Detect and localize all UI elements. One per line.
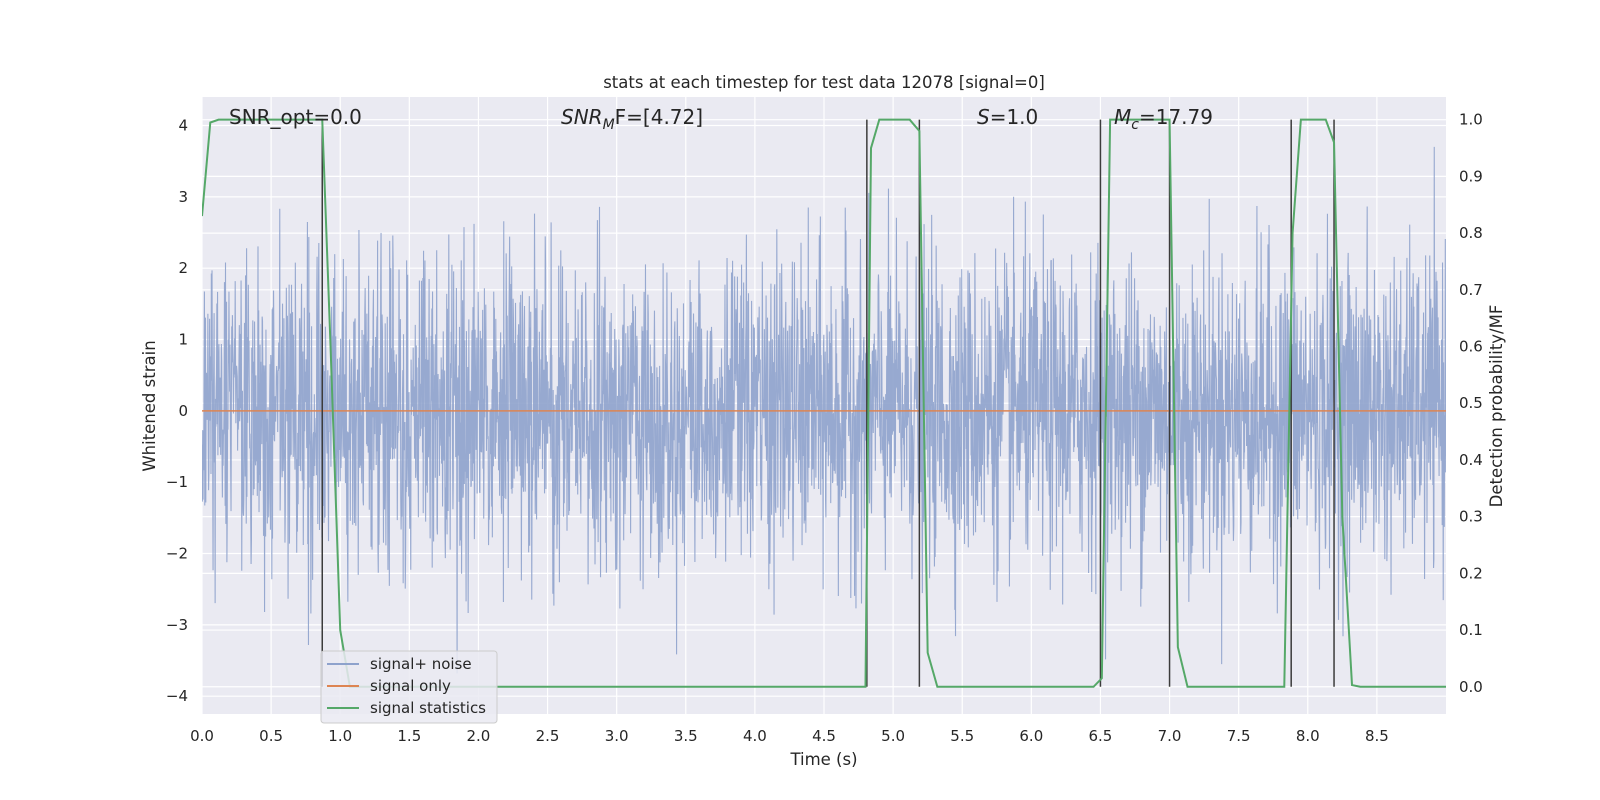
- annotation-snr-opt: SNR_opt=0.0: [229, 105, 362, 129]
- x-tick-label: 5.5: [950, 727, 974, 745]
- x-tick-label: 7.0: [1158, 727, 1182, 745]
- statistics-series: [202, 118, 1446, 688]
- y2-tick-label: 0.3: [1459, 508, 1483, 526]
- x-tick-label: 8.0: [1296, 727, 1320, 745]
- annotation-mc: Mc=17.79: [1114, 105, 1213, 133]
- snr-mf-main: SNR: [561, 105, 603, 129]
- y2-tick-label: 0.2: [1459, 564, 1483, 582]
- legend-label-signal-statistics: signal statistics: [370, 699, 486, 717]
- mc-rest: =17.79: [1139, 105, 1213, 129]
- x-tick-label: 0.0: [190, 727, 214, 745]
- y2-tick-label: 0.0: [1459, 678, 1483, 696]
- y-tick-label: −3: [166, 616, 188, 634]
- y2-tick-label: 0.9: [1459, 167, 1483, 185]
- x-tick-label: 3.0: [605, 727, 629, 745]
- legend-item-signal-only: signal only: [327, 677, 451, 695]
- snr-mf-rest: F=[4.72]: [615, 105, 703, 129]
- x-tick-label: 6.0: [1019, 727, 1043, 745]
- y2-tick-label: 0.4: [1459, 451, 1483, 469]
- x-axis-title: Time (s): [789, 750, 857, 769]
- x-tick-label: 6.5: [1089, 727, 1113, 745]
- legend-item-signal-noise: signal+ noise: [327, 655, 472, 673]
- series-line-signal-statistics: [202, 118, 1446, 688]
- y2-tick-label: 0.5: [1459, 394, 1483, 412]
- x-tick-labels: 0.0 0.5 1.0 1.5 2.0 2.5 3.0 3.5 4.0 4.5 5.0 5.5 6.0 6…: [190, 727, 1389, 745]
- mc-sub: c: [1131, 117, 1139, 133]
- x-tick-label: 2.5: [536, 727, 560, 745]
- legend: signal+ noise signal only signal statist…: [320, 650, 498, 724]
- y-tick-label: 3: [178, 188, 188, 206]
- y2-tick-label: 1.0: [1459, 111, 1483, 129]
- x-tick-label: 0.5: [259, 727, 283, 745]
- y-tick-label: −2: [166, 545, 188, 563]
- y2-tick-label: 0.7: [1459, 281, 1483, 299]
- x-tick-label: 4.5: [812, 727, 836, 745]
- y-axis-title: Whitened strain: [140, 340, 159, 471]
- y2-axis-title: Detection probability/MF: [1487, 305, 1506, 508]
- legend-label-signal-noise: signal+ noise: [370, 655, 472, 673]
- noise-series: [202, 146, 1446, 674]
- y2-tick-label: 0.6: [1459, 338, 1483, 356]
- series-line-signal-noise: [202, 146, 1446, 674]
- y2-tick-label: 0.8: [1459, 224, 1483, 242]
- y-tick-label: 2: [178, 259, 188, 277]
- y-tick-label: 4: [178, 117, 188, 135]
- x-tick-label: 2.0: [467, 727, 491, 745]
- y-tick-label: 1: [178, 331, 188, 349]
- legend-box: [320, 650, 498, 724]
- annotation-s: S=1.0: [977, 105, 1038, 129]
- x-tick-label: 5.0: [881, 727, 905, 745]
- x-tick-label: 7.5: [1227, 727, 1251, 745]
- snr-mf-sub: M: [603, 117, 615, 133]
- s-main: S: [977, 105, 990, 129]
- chart-title: stats at each timestep for test data 120…: [603, 73, 1045, 92]
- legend-item-signal-statistics: signal statistics: [327, 699, 486, 717]
- x-tick-label: 3.5: [674, 727, 698, 745]
- x-tick-label: 1.0: [328, 727, 352, 745]
- y-tick-label: −4: [166, 687, 188, 705]
- y-tick-label: −1: [166, 473, 188, 491]
- legend-label-signal-only: signal only: [370, 677, 451, 695]
- x-tick-label: 4.0: [743, 727, 767, 745]
- y-tick-label: 0: [178, 402, 188, 420]
- mc-main: M: [1114, 105, 1131, 129]
- y2-tick-label: 0.1: [1459, 621, 1483, 639]
- x-tick-label: 8.5: [1365, 727, 1389, 745]
- y-tick-labels: 4 3 2 1 0 −1 −2 −3 −4: [166, 117, 188, 706]
- y2-tick-labels: 1.0 0.9 0.8 0.7 0.6 0.5 0.4 0.3 0.2 0.1 0.0: [1459, 111, 1483, 696]
- x-tick-label: 1.5: [397, 727, 421, 745]
- s-rest: =1.0: [990, 105, 1039, 129]
- annotation-snr-mf: SNRMF=[4.72]: [561, 105, 703, 133]
